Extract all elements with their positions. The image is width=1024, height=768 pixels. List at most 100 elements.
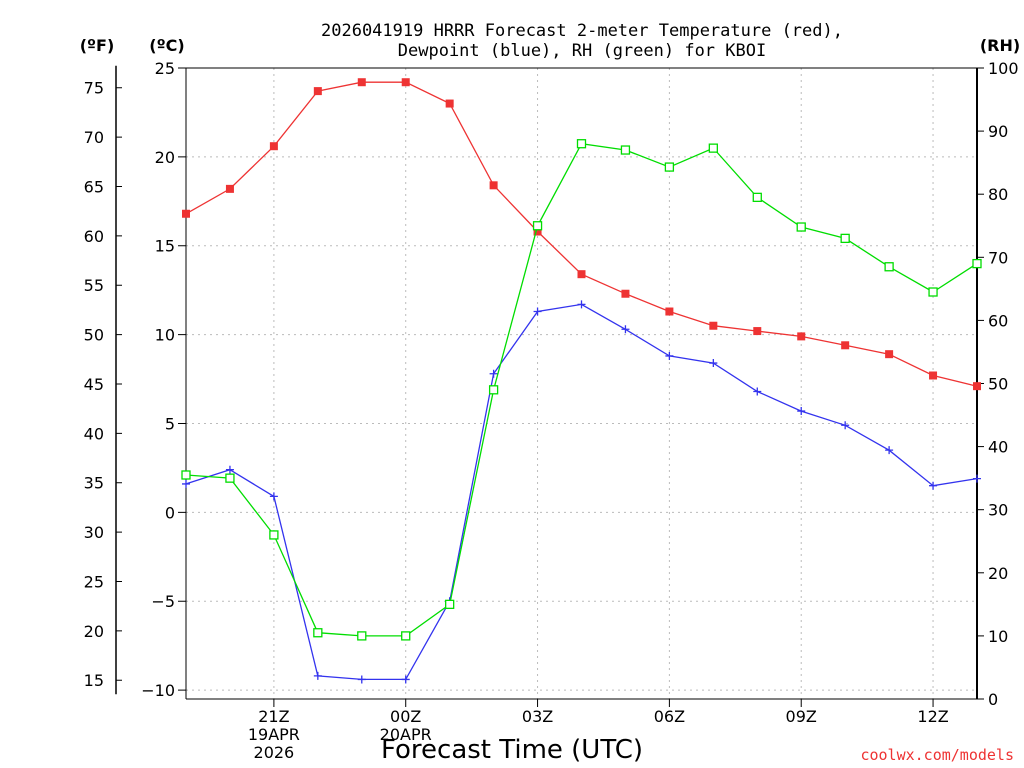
fahrenheit-tick-label: 75 xyxy=(84,79,104,98)
2-meter-temperature-point xyxy=(401,78,410,87)
fahrenheit-axis-label: (ºF) xyxy=(80,36,115,55)
fahrenheit-tick-label: 45 xyxy=(84,375,104,394)
celsius-tick-label: 20 xyxy=(155,148,175,167)
2-meter-temperature-line xyxy=(185,81,978,387)
celsius-tick-label: 5 xyxy=(165,414,175,433)
2-meter-temperature-point xyxy=(313,87,322,96)
rh-point xyxy=(401,631,411,641)
dewpoint-point xyxy=(577,300,586,309)
time-tick-label: 06Z xyxy=(654,707,685,726)
rh-tick-label: 70 xyxy=(988,248,1008,267)
fahrenheit-tick-label: 20 xyxy=(84,622,104,641)
celsius-tick-label: −10 xyxy=(141,681,175,700)
celsius-tick-label: −5 xyxy=(151,592,175,611)
fahrenheit-tick-label: 25 xyxy=(84,572,104,591)
dewpoint-point xyxy=(401,675,410,684)
2-meter-temperature-point xyxy=(797,332,806,341)
rh-point xyxy=(445,599,455,609)
rh-tick-label: 0 xyxy=(988,690,998,709)
time-tick-label: 19APR xyxy=(248,725,300,744)
rh-point xyxy=(928,287,938,297)
fahrenheit-tick-label: 15 xyxy=(84,671,104,690)
fahrenheit-tick-label: 30 xyxy=(84,523,104,542)
dewpoint-point xyxy=(357,675,366,684)
time-tick-label: 20APR xyxy=(380,725,432,744)
rh-tick-label: 90 xyxy=(988,122,1008,141)
rh-point xyxy=(752,192,762,203)
celsius-tick-label: 25 xyxy=(155,59,175,78)
rh-tick-label: 30 xyxy=(988,501,1008,520)
fahrenheit-tick-label: 55 xyxy=(84,276,104,295)
dewpoint-point xyxy=(489,369,498,378)
2-meter-temperature-point xyxy=(445,99,454,108)
time-tick-label: 00Z xyxy=(390,707,421,726)
2-meter-temperature-point xyxy=(182,209,190,218)
2-meter-temperature-point xyxy=(841,341,850,350)
dewpoint-point xyxy=(182,479,190,488)
fahrenheit-tick-label: 50 xyxy=(84,326,104,345)
fahrenheit-tick-label: 40 xyxy=(84,424,104,443)
fahrenheit-tick-label: 60 xyxy=(84,227,104,246)
2-meter-temperature-point xyxy=(885,350,894,359)
site-credit: coolwx.com/models xyxy=(860,746,1014,764)
data-series xyxy=(181,78,982,684)
rh-point xyxy=(488,385,499,395)
2-meter-temperature-point xyxy=(357,78,366,87)
rh-tick-label: 80 xyxy=(988,185,1008,204)
dewpoint-point xyxy=(621,325,630,334)
celsius-axis-label: (ºC) xyxy=(149,36,184,55)
2-meter-temperature-point xyxy=(709,321,718,330)
rh-point xyxy=(269,530,279,540)
rh-point xyxy=(840,233,850,244)
2-meter-temperature-point xyxy=(973,382,981,391)
2-meter-temperature-point xyxy=(533,227,542,236)
fahrenheit-tick-label: 35 xyxy=(84,474,104,493)
rh-point xyxy=(972,258,982,269)
time-tick-label: 12Z xyxy=(917,707,948,726)
rh-point xyxy=(620,145,631,155)
celsius-tick-label: 0 xyxy=(165,503,175,522)
x-axis-title: Forecast Time (UTC) xyxy=(381,735,643,765)
rh-line xyxy=(185,142,978,637)
rh-point xyxy=(576,139,587,149)
2-meter-temperature-point xyxy=(665,307,674,316)
dewpoint-point xyxy=(841,421,850,430)
rh-axis-label: (RH) xyxy=(980,36,1020,55)
rh-tick-label: 50 xyxy=(988,375,1008,394)
time-tick-label: 2026 xyxy=(254,743,295,762)
celsius-tick-label: 15 xyxy=(155,237,175,256)
dewpoint-line xyxy=(185,303,978,681)
chart-title-line-2: Dewpoint (blue), RH (green) for KBOI xyxy=(398,41,766,61)
rh-tick-label: 100 xyxy=(988,59,1019,78)
rh-point xyxy=(313,628,323,638)
dewpoint-point xyxy=(225,465,234,474)
fahrenheit-tick-label: 65 xyxy=(84,177,104,196)
time-tick-label: 09Z xyxy=(786,707,817,726)
2-meter-temperature-point xyxy=(225,184,234,193)
dewpoint-point xyxy=(753,387,762,396)
rh-point xyxy=(532,221,543,231)
axes: −10 −5 0 5 10 15 20 25 15 20 25 30 35 40 45 50 55 60 65 70 7… xyxy=(84,59,1019,762)
rh-point xyxy=(357,631,367,641)
2-meter-temperature-point xyxy=(929,371,938,380)
dewpoint-point xyxy=(797,407,806,416)
rh-tick-label: 20 xyxy=(988,564,1008,583)
dewpoint-point xyxy=(929,481,938,490)
2-meter-temperature-point xyxy=(489,181,498,190)
rh-point xyxy=(225,473,235,483)
dewpoint-point xyxy=(885,446,894,455)
time-tick-label: 03Z xyxy=(522,707,553,726)
rh-point xyxy=(796,222,806,232)
dewpoint-point xyxy=(269,492,278,501)
2-meter-temperature-point xyxy=(269,142,278,151)
rh-tick-label: 60 xyxy=(988,311,1008,330)
rh-point xyxy=(181,470,191,480)
chart-title-line-1: 2026041919 HRRR Forecast 2-meter Tempera… xyxy=(321,21,843,41)
dewpoint-point xyxy=(665,351,674,360)
rh-point xyxy=(884,262,894,272)
rh-point xyxy=(664,162,675,172)
dewpoint-point xyxy=(709,359,718,368)
dewpoint-point xyxy=(973,474,981,483)
celsius-tick-label: 10 xyxy=(155,326,175,345)
